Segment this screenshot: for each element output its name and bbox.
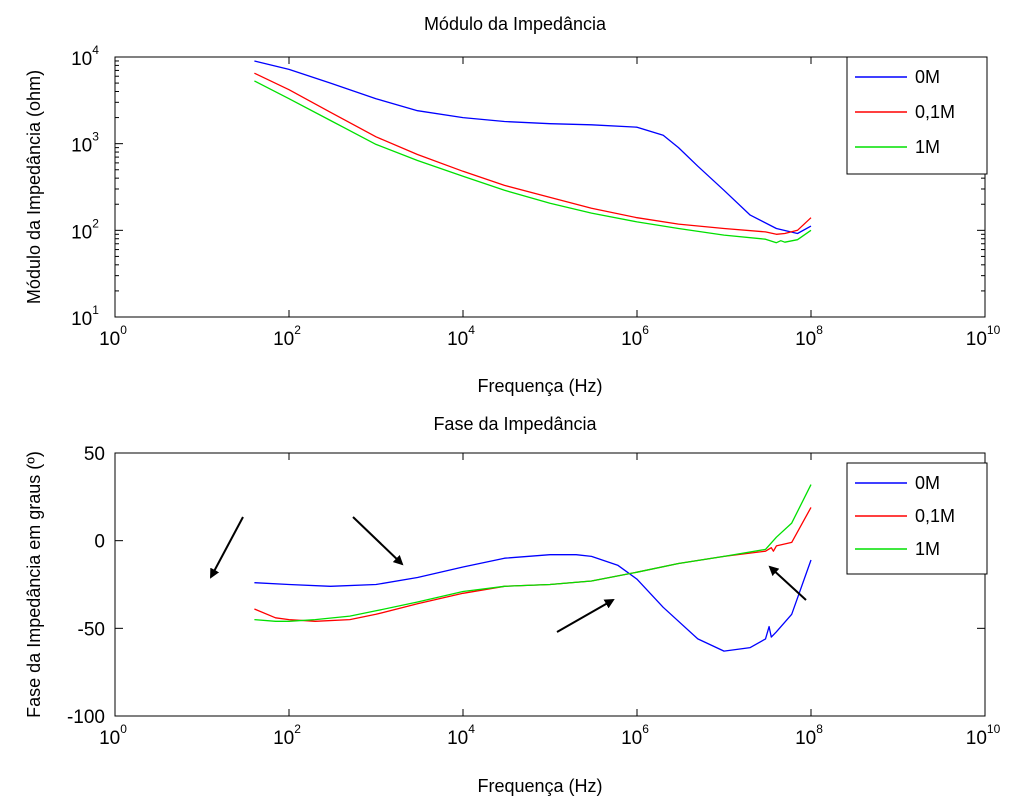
series-line-1M (254, 484, 812, 622)
legend: 0M 0,1M 1M (846, 462, 988, 575)
x-tick-label: 104 (447, 323, 475, 350)
legend-label: 0M (915, 67, 940, 87)
x-tick-label: 108 (795, 722, 823, 749)
y-tick-label: 103 (71, 130, 99, 157)
y-axis-label: Módulo da Impedância (ohm) (24, 70, 44, 304)
annotation-arrows (210, 516, 807, 633)
x-tick-label: 106 (621, 722, 649, 749)
x-tick-label: 102 (273, 722, 301, 749)
panel-2: Fase da Impedância 100 102 104 106 108 1010 50 0… (24, 414, 1001, 796)
legend-label: 1M (915, 137, 940, 157)
annotation-arrow (210, 516, 244, 579)
x-tick-label: 100 (99, 722, 127, 749)
x-tick-label: 1010 (966, 722, 1001, 749)
x-tick-label: 100 (99, 323, 127, 350)
y-tick-label: 104 (71, 43, 99, 70)
chart-title: Módulo da Impedância (424, 14, 607, 34)
legend-box (846, 462, 988, 575)
annotation-arrow (352, 516, 404, 566)
y-axis-label: Fase da Impedância em graus (º) (24, 451, 44, 718)
series-line-0M (254, 60, 812, 235)
x-tick-label: 106 (621, 323, 649, 350)
legend-label: 0,1M (915, 506, 955, 526)
x-tick-label: 104 (447, 722, 475, 749)
y-tick-label: -50 (78, 619, 105, 640)
annotation-arrow (768, 565, 807, 601)
y-tick-label: 102 (71, 216, 99, 243)
legend: 0M 0,1M 1M (846, 56, 988, 175)
annotation-arrow (556, 599, 615, 633)
y-tick-label: -100 (67, 707, 105, 728)
y-tick-label: 0 (94, 532, 105, 553)
axes-box (114, 452, 986, 717)
x-tick-label: 102 (273, 323, 301, 350)
x-axis-label: Frequença (Hz) (477, 376, 602, 396)
legend-label: 0,1M (915, 102, 955, 122)
x-tick-label: 1010 (966, 323, 1001, 350)
legend-label: 1M (915, 539, 940, 559)
x-tick-label: 108 (795, 323, 823, 350)
chart-title: Fase da Impedância (433, 414, 597, 434)
panel-1: Módulo da Impedância 100 102 104 106 108 1010 1… (24, 14, 1001, 396)
series-line-1M (254, 80, 812, 244)
series-line-0M (254, 554, 812, 652)
x-axis-label: Frequença (Hz) (477, 776, 602, 796)
series-line-0,1M (254, 72, 812, 235)
y-tick-label: 101 (71, 303, 99, 330)
legend-label: 0M (915, 473, 940, 493)
y-tick-label: 50 (84, 444, 105, 465)
axes-box (114, 56, 986, 318)
